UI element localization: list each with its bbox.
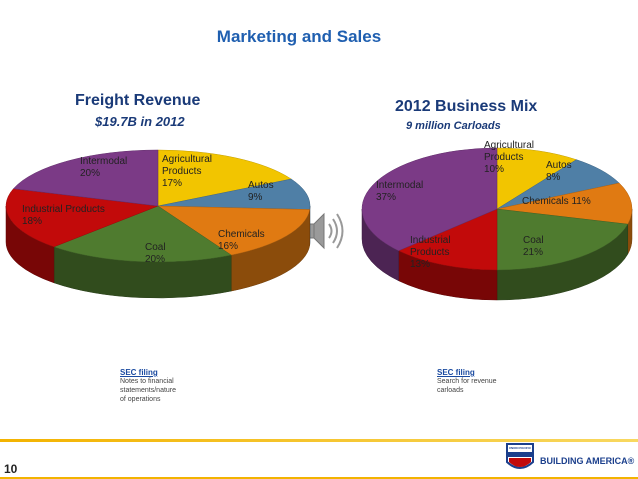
speaker-cone	[313, 212, 325, 250]
value-label: 18%	[22, 216, 43, 227]
category-label: Agricultural Products	[162, 154, 213, 177]
category-label: Intermodal	[376, 180, 424, 191]
slice	[157, 149, 292, 207]
slice-label: Intermodal 37%	[376, 180, 446, 204]
category-label: Intermodal	[80, 156, 128, 167]
note-line: of operations	[120, 396, 161, 403]
slice	[496, 147, 577, 210]
slice-label: Autos 8%	[546, 160, 576, 184]
category-label: Coal	[523, 235, 544, 246]
value-label: 17%	[162, 178, 183, 189]
category-label: Coal	[145, 242, 166, 253]
category-label: Industrial Products	[410, 235, 451, 258]
slice-label: Coal 21%	[523, 235, 563, 259]
speaker-icon	[305, 212, 344, 250]
category-label: Autos	[546, 160, 572, 171]
slice-label: Agricultural Products 10%	[484, 140, 544, 176]
value-label: 10%	[484, 164, 505, 175]
category-label: Agricultural Products	[484, 140, 535, 163]
value-label: 8%	[546, 172, 561, 183]
note-line: Notes to financial	[120, 378, 174, 385]
category-label: Autos	[248, 180, 274, 191]
chart-subtitle: 9 million Carloads	[406, 120, 501, 132]
note-line: statements/nature	[120, 387, 177, 394]
value-label: 9%	[248, 192, 263, 203]
slice	[53, 205, 232, 263]
slice	[12, 149, 159, 207]
note-line: carloads	[437, 387, 464, 394]
page-number: 10	[4, 462, 18, 476]
chart-subtitle: $19.7B in 2012	[95, 114, 185, 129]
value-label: 11%	[571, 196, 591, 207]
slide-title: Marketing and Sales	[216, 27, 382, 46]
logo-text: UNION PACIFIC	[508, 446, 532, 450]
category-label: Chemicals	[218, 229, 265, 240]
slice-label: Industrial Products 13%	[410, 235, 470, 271]
chart-title: 2012 Business Mix	[395, 98, 538, 115]
slice-label: Coal 20%	[145, 242, 185, 266]
note: SEC filing Search for revenue carloads	[437, 368, 497, 395]
pie	[361, 147, 633, 301]
category-label: Chemicals	[522, 196, 569, 207]
slice-label: Intermodal 20%	[80, 156, 140, 180]
note: SEC filing Notes to financial statements…	[120, 368, 176, 404]
note-line: Search for revenue	[437, 378, 497, 385]
note-link[interactable]: SEC filing	[120, 368, 158, 377]
slice	[496, 208, 629, 271]
logo-shield	[506, 443, 534, 469]
slice-label: Chemicals 11%	[522, 196, 622, 208]
value-label: 13%	[410, 259, 431, 270]
slice	[157, 178, 311, 210]
chart-title: Freight Revenue	[75, 92, 201, 109]
slice-label: Industrial Products 18%	[22, 204, 142, 228]
value-label: 37%	[376, 192, 397, 203]
value-label: 20%	[145, 254, 166, 265]
slice	[496, 182, 633, 225]
note-link[interactable]: SEC filing	[437, 368, 475, 377]
footer-rule	[0, 439, 638, 442]
slice	[157, 205, 310, 256]
value-label: 20%	[80, 168, 101, 179]
slice	[397, 208, 498, 271]
slice	[361, 147, 498, 252]
slice-label: Agricultural Products 17%	[162, 154, 222, 190]
brand: BUILDING AMERICA®	[540, 456, 635, 466]
value-label: 16%	[218, 241, 239, 252]
pie	[5, 149, 311, 299]
slice-label: Chemicals 16%	[218, 229, 278, 253]
footer-bar	[0, 477, 638, 479]
slice	[5, 188, 159, 248]
category-label: Industrial Products	[22, 204, 105, 215]
value-label: 21%	[523, 247, 544, 258]
speaker-waves	[328, 213, 344, 249]
slice-label: Autos 9%	[248, 180, 288, 204]
